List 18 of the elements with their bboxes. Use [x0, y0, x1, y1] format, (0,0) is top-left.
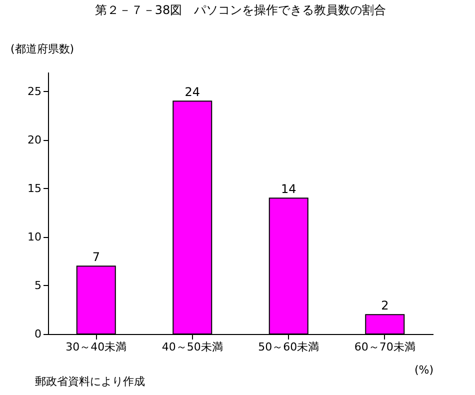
y-axis-title: (都道府県数) — [10, 42, 74, 56]
data-label: 7 — [92, 250, 100, 264]
x-axis-title: (%) — [414, 364, 434, 376]
x-tick-label: 60～70未満 — [354, 340, 416, 354]
y-tick-label: 15 — [28, 182, 42, 195]
y-tick-label: 25 — [28, 84, 42, 98]
x-tick-label: 30～40未満 — [66, 340, 127, 354]
data-label: 14 — [280, 182, 296, 196]
y-tick-label: 20 — [28, 133, 42, 146]
y-tick-label: 10 — [28, 230, 42, 244]
data-label: 2 — [381, 298, 389, 313]
x-tick-label: 50～60未満 — [258, 340, 320, 354]
x-tick-label: 40～50未満 — [162, 340, 223, 354]
y-tick-label: 5 — [34, 278, 42, 292]
chart-title: 第２－７－38図 パソコンを操作できる教員数の割合 — [94, 3, 386, 17]
text: 郵政省資料により作成 — [35, 374, 145, 389]
y-tick-label: 0 — [34, 328, 42, 340]
data-label: 24 — [184, 85, 200, 100]
